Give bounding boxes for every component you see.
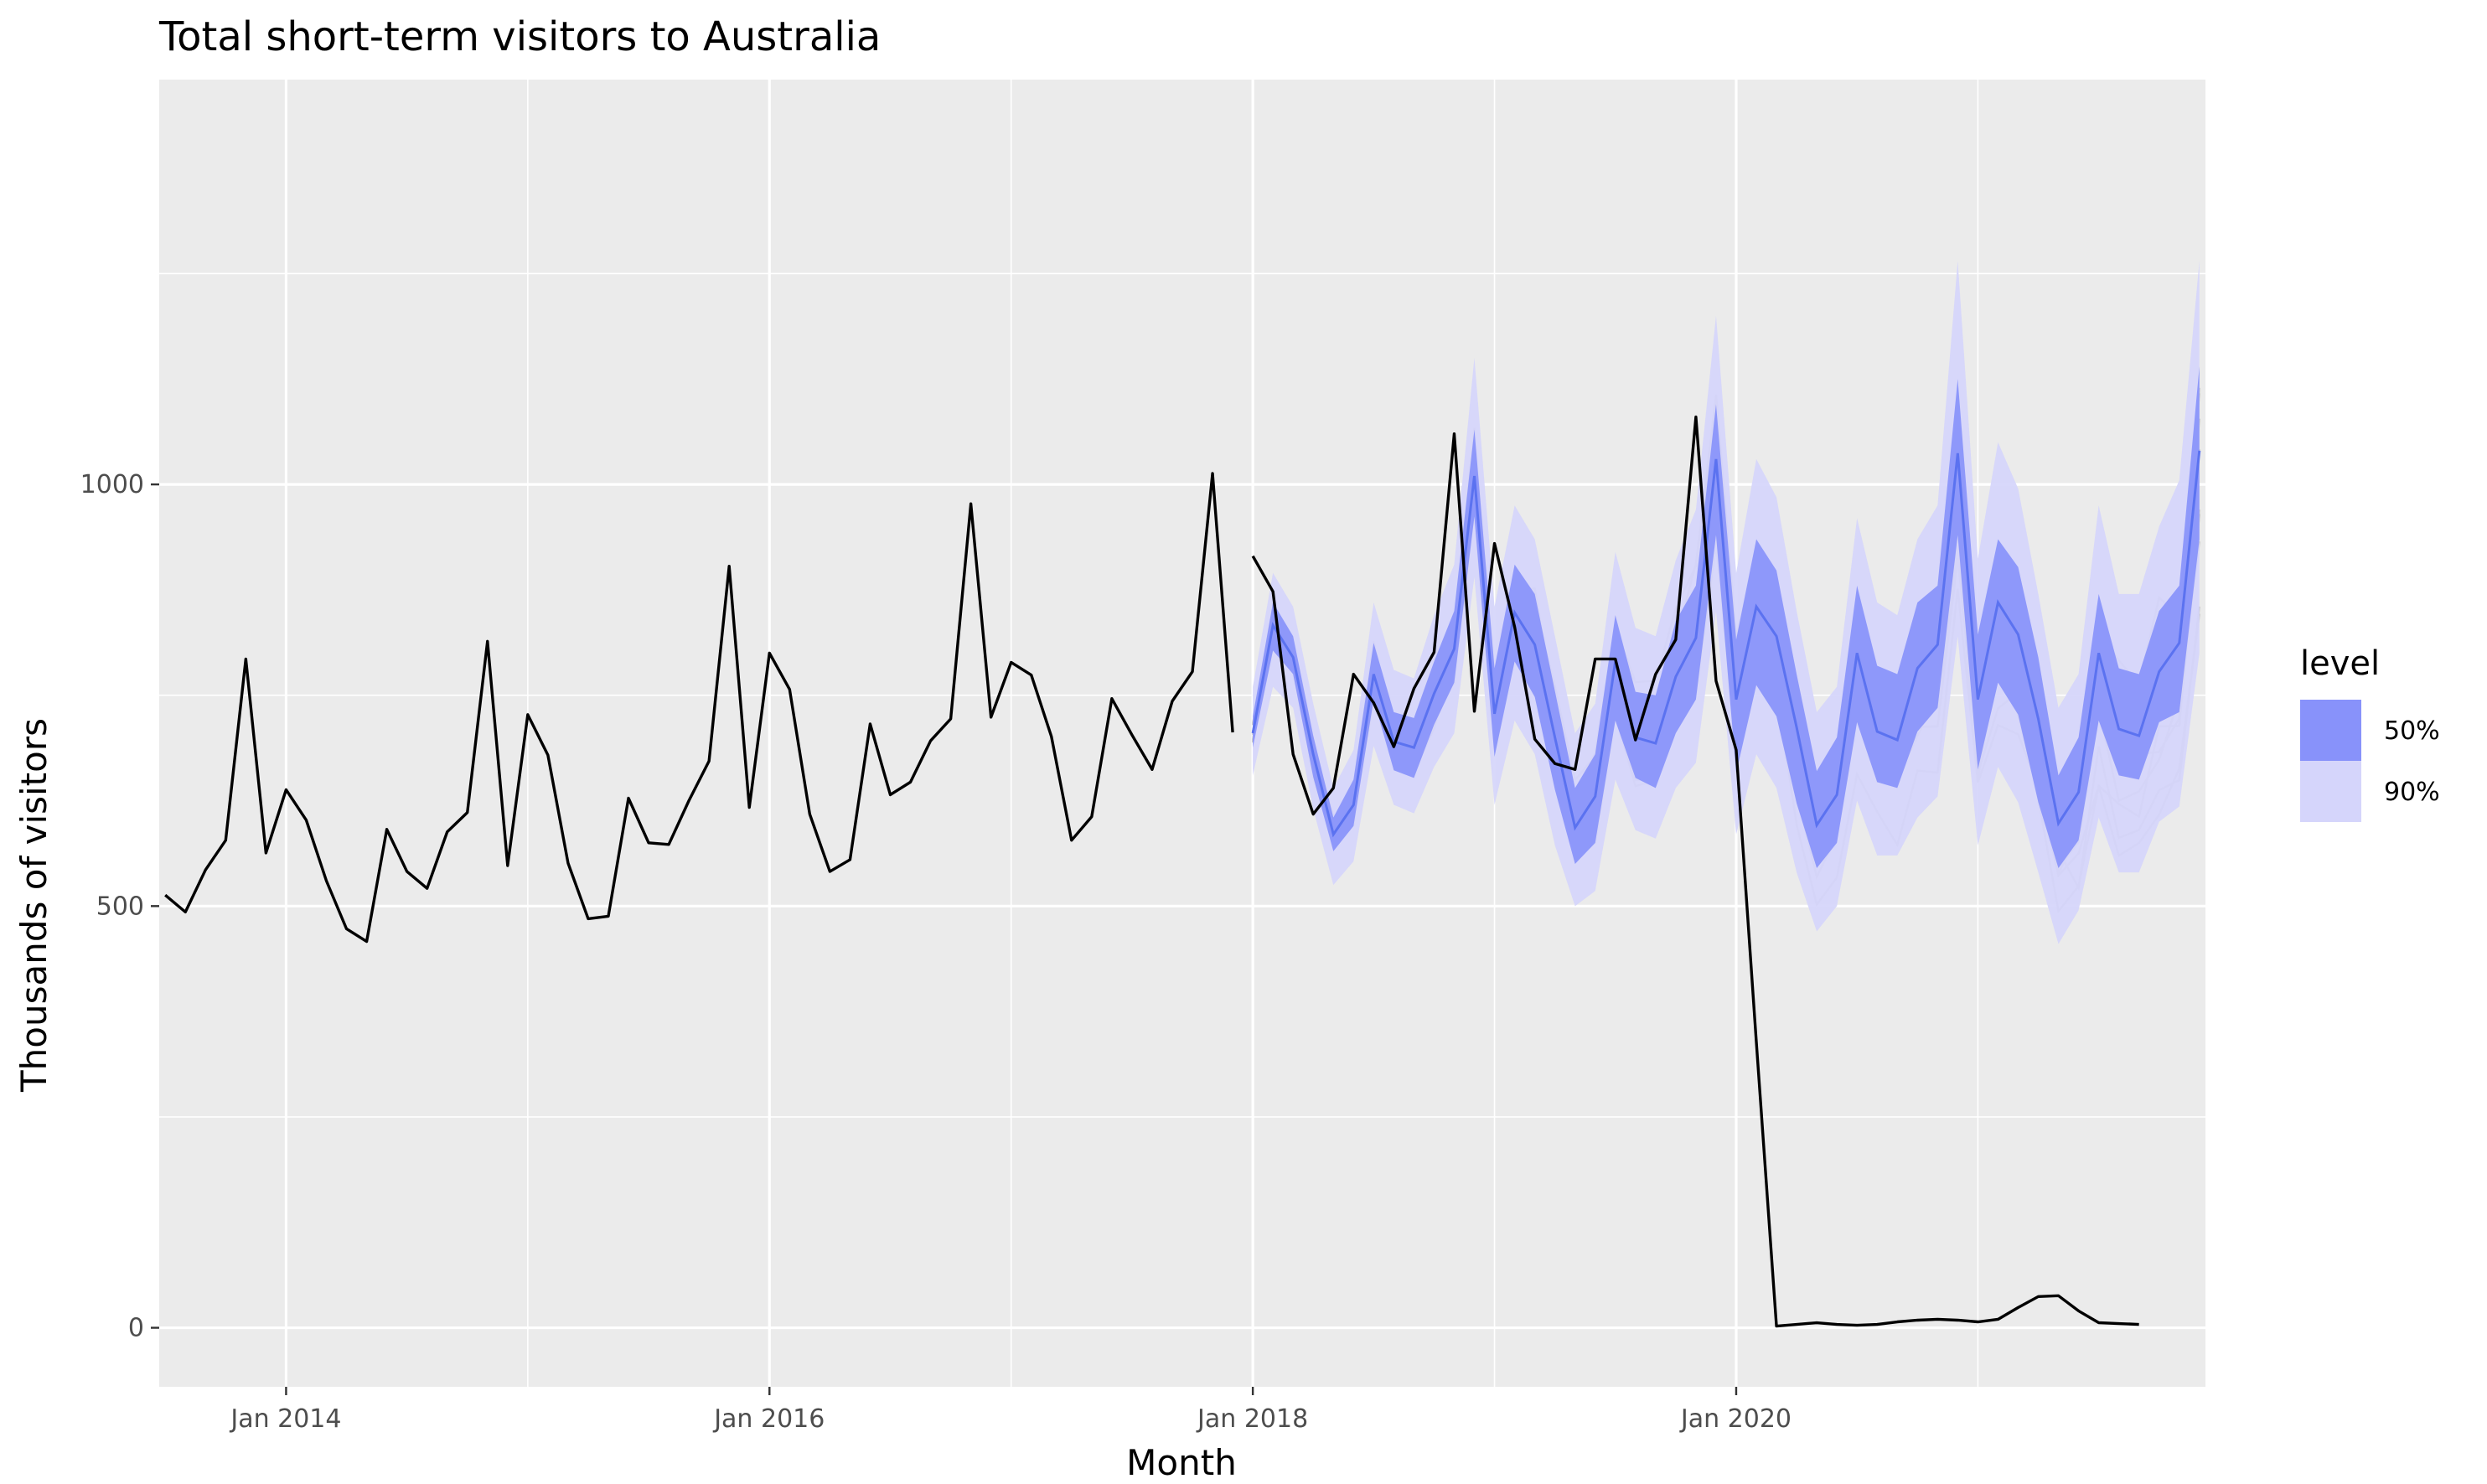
y-tick-label: 0	[128, 1314, 144, 1343]
legend-key	[2300, 700, 2361, 761]
x-axis-title: Month	[1126, 1442, 1237, 1483]
legend-key	[2300, 761, 2361, 822]
history-line	[164, 472, 1234, 944]
forecast-intervals	[1253, 261, 2200, 944]
series-lines	[164, 415, 2201, 1328]
legend-title: level	[2300, 644, 2380, 683]
interval-50-band	[1253, 366, 2200, 869]
x-tick-label: Jan 2016	[712, 1404, 825, 1434]
actual-line	[1251, 415, 2139, 1328]
forecast-mean-line	[1251, 450, 2201, 838]
legend-label: 90%	[2384, 778, 2440, 807]
legend-label: 50%	[2384, 716, 2440, 746]
y-tick-label: 500	[96, 892, 144, 921]
chart-title: Total short-term visitors to Australia	[158, 13, 881, 60]
x-tick-label: Jan 2020	[1679, 1404, 1792, 1434]
axes: 0 500 1000 Jan 2014 Jan 2016 Jan 2018 Jan 2020	[80, 470, 1792, 1434]
y-axis-title: Thousands of visitors	[13, 718, 54, 1093]
y-tick-label: 1000	[80, 470, 144, 499]
x-tick-label: Jan 2014	[229, 1404, 341, 1434]
legend: level 50% 90%	[2300, 644, 2440, 822]
x-tick-label: Jan 2018	[1196, 1404, 1308, 1434]
